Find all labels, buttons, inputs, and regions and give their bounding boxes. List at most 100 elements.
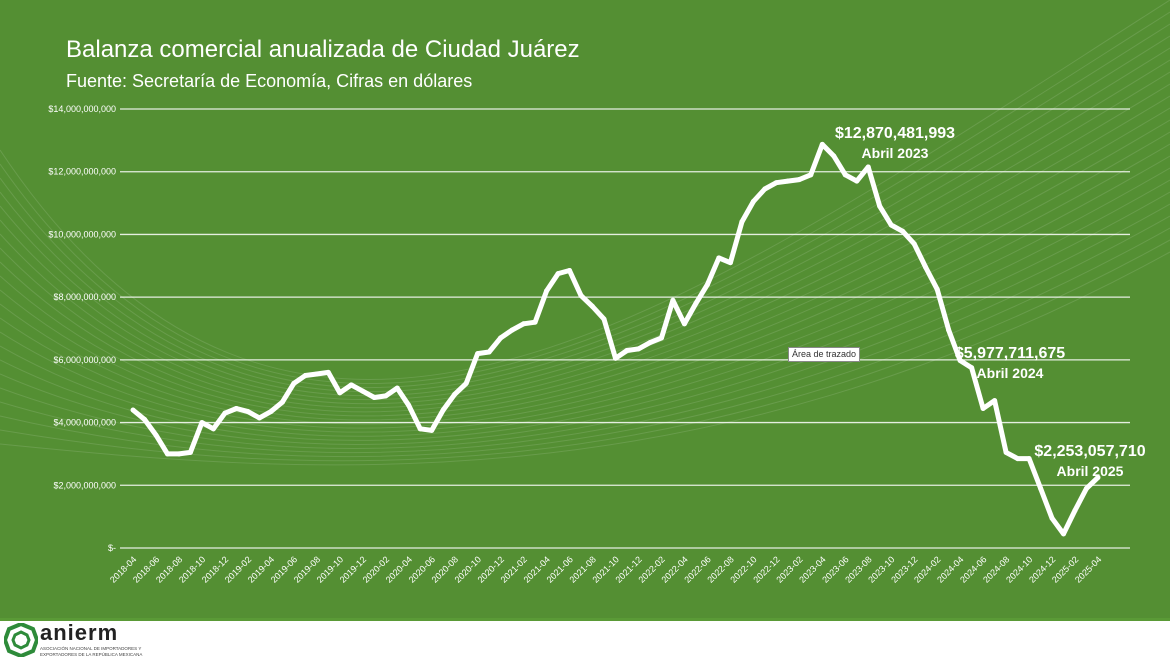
data-point[interactable] (727, 260, 733, 266)
data-point[interactable] (498, 335, 504, 341)
line-chart[interactable]: $- $2,000,000,000 $4,000,000,000 $6,000,000… (0, 0, 1170, 618)
data-point[interactable] (911, 241, 917, 247)
y-tick-label: $14,000,000,000 (48, 104, 116, 114)
data-point[interactable] (785, 178, 791, 184)
data-point[interactable] (360, 388, 366, 394)
data-point[interactable] (773, 180, 779, 186)
data-point[interactable] (383, 393, 389, 399)
data-point[interactable] (647, 340, 653, 346)
data-point[interactable] (808, 172, 814, 178)
x-axis: 2018-042018-062018-082018-102018-122019-… (108, 554, 1103, 584)
data-point[interactable] (141, 416, 147, 422)
data-point[interactable] (877, 203, 883, 209)
data-point[interactable] (153, 432, 159, 438)
data-point[interactable] (1026, 456, 1032, 462)
data-point[interactable] (1061, 531, 1067, 537)
data-point[interactable] (555, 271, 561, 277)
data-point[interactable] (590, 304, 596, 310)
data-point[interactable] (187, 449, 193, 455)
data-point[interactable] (601, 316, 607, 322)
y-tick-label: $2,000,000,000 (53, 480, 116, 490)
data-point[interactable] (796, 177, 802, 183)
data-point[interactable] (1038, 485, 1044, 491)
y-tick-label: $- (108, 543, 116, 553)
data-point[interactable] (233, 405, 239, 411)
data-point[interactable] (819, 141, 825, 147)
data-point[interactable] (291, 380, 297, 386)
data-point[interactable] (544, 288, 550, 294)
data-point[interactable] (532, 319, 538, 325)
data-point[interactable] (1084, 485, 1090, 491)
data-point[interactable] (704, 282, 710, 288)
data-point[interactable] (210, 426, 216, 432)
data-point[interactable] (245, 409, 251, 415)
gridlines (120, 108, 1130, 549)
data-point[interactable] (509, 327, 515, 333)
data-point[interactable] (452, 391, 458, 397)
annotation-label: Abril 2024 (977, 365, 1044, 381)
data-point[interactable] (463, 380, 469, 386)
data-point[interactable] (440, 407, 446, 413)
data-point[interactable] (762, 186, 768, 192)
data-point[interactable] (934, 286, 940, 292)
data-point[interactable] (337, 390, 343, 396)
data-point[interactable] (406, 402, 412, 408)
data-point[interactable] (486, 349, 492, 355)
data-point[interactable] (854, 178, 860, 184)
background-waves (0, 0, 1170, 466)
annotation-label: Abril 2023 (862, 145, 929, 161)
data-point[interactable] (222, 410, 228, 416)
data-point[interactable] (1095, 474, 1101, 480)
data-point[interactable] (739, 219, 745, 225)
data-point[interactable] (992, 398, 998, 404)
data-point[interactable] (394, 385, 400, 391)
data-point[interactable] (164, 451, 170, 457)
data-point[interactable] (658, 335, 664, 341)
data-point[interactable] (371, 394, 377, 400)
data-point[interactable] (681, 321, 687, 327)
data-point[interactable] (888, 222, 894, 228)
data-point[interactable] (624, 347, 630, 353)
data-point[interactable] (831, 153, 837, 159)
footer: anierm ASOCIACIÓN NACIONAL DE IMPORTADOR… (0, 618, 1170, 661)
data-point[interactable] (635, 346, 641, 352)
data-point[interactable] (750, 199, 756, 205)
data-point[interactable] (578, 293, 584, 299)
data-point[interactable] (1072, 507, 1078, 513)
data-point[interactable] (716, 255, 722, 261)
data-point[interactable] (567, 267, 573, 273)
data-point[interactable] (521, 321, 527, 327)
data-point[interactable] (314, 371, 320, 377)
series-line (131, 141, 1100, 537)
data-point[interactable] (302, 373, 308, 379)
y-tick-label: $8,000,000,000 (53, 292, 116, 302)
data-point[interactable] (1049, 515, 1055, 521)
plot-area-tooltip: Área de trazado (788, 347, 861, 362)
data-point[interactable] (429, 427, 435, 433)
data-point[interactable] (969, 365, 975, 371)
annotations: $12,870,481,993 Abril 2023 $5,977,711,675 A… (835, 125, 1146, 479)
annotation-value: $5,977,711,675 (955, 345, 1065, 362)
data-point[interactable] (417, 426, 423, 432)
data-point[interactable] (256, 415, 262, 421)
data-point[interactable] (1015, 456, 1021, 462)
data-point[interactable] (130, 407, 136, 413)
data-point[interactable] (842, 172, 848, 178)
data-point[interactable] (176, 451, 182, 457)
data-point[interactable] (1003, 449, 1009, 455)
data-point[interactable] (325, 369, 331, 375)
data-point[interactable] (957, 357, 963, 363)
data-point[interactable] (980, 405, 986, 411)
data-point[interactable] (475, 351, 481, 357)
data-point[interactable] (279, 399, 285, 405)
data-point[interactable] (693, 300, 699, 306)
data-point[interactable] (946, 327, 952, 333)
data-point[interactable] (348, 382, 354, 388)
data-point[interactable] (613, 355, 618, 361)
data-point[interactable] (199, 420, 205, 426)
data-point[interactable] (865, 164, 871, 170)
data-point[interactable] (923, 264, 929, 270)
data-point[interactable] (670, 297, 676, 303)
data-point[interactable] (900, 228, 906, 234)
data-point[interactable] (268, 409, 274, 415)
